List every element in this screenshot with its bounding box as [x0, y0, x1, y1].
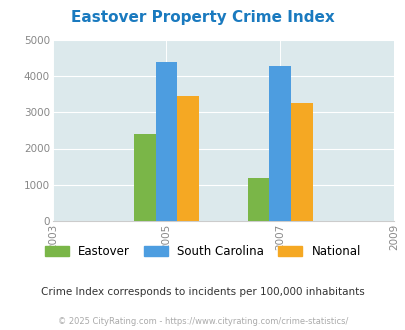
Bar — [155, 62, 177, 221]
Legend: Eastover, South Carolina, National: Eastover, South Carolina, National — [45, 245, 360, 258]
Text: Crime Index corresponds to incidents per 100,000 inhabitants: Crime Index corresponds to incidents per… — [41, 287, 364, 297]
Text: Eastover Property Crime Index: Eastover Property Crime Index — [71, 10, 334, 25]
Bar — [290, 103, 312, 221]
Bar — [177, 96, 198, 221]
Bar — [134, 134, 155, 221]
Text: © 2025 CityRating.com - https://www.cityrating.com/crime-statistics/: © 2025 CityRating.com - https://www.city… — [58, 317, 347, 326]
Bar — [247, 178, 269, 221]
Bar — [269, 66, 290, 221]
